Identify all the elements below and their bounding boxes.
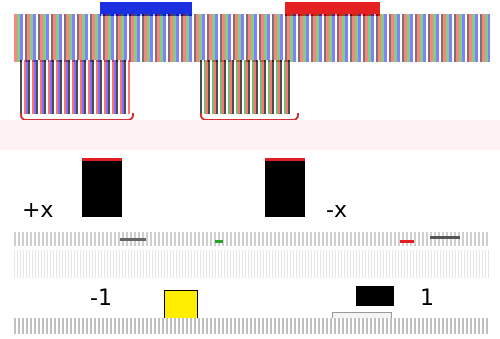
header-noise-strip <box>14 14 490 62</box>
red-accent <box>400 240 414 243</box>
minus-one-label: -1 <box>90 286 112 311</box>
plus-x-label: +x <box>22 198 54 223</box>
minus-x-label: -x <box>326 198 347 223</box>
gray-accent-left <box>120 238 146 241</box>
black-box[interactable] <box>356 286 394 306</box>
black-key-left[interactable] <box>82 158 122 217</box>
one-label: 1 <box>420 286 434 311</box>
pink-band <box>0 120 500 150</box>
green-accent <box>215 240 223 243</box>
gray-accent-right <box>430 236 460 239</box>
stripe-row-bottom <box>14 318 490 334</box>
stripe-row-middle <box>14 250 490 278</box>
red-tab[interactable] <box>285 2 380 16</box>
stripe-row-upper <box>14 232 490 246</box>
middle-noise-panel <box>200 60 290 114</box>
left-noise-panel <box>20 60 130 114</box>
blue-tab[interactable] <box>100 2 192 16</box>
black-key-right[interactable] <box>265 158 305 217</box>
